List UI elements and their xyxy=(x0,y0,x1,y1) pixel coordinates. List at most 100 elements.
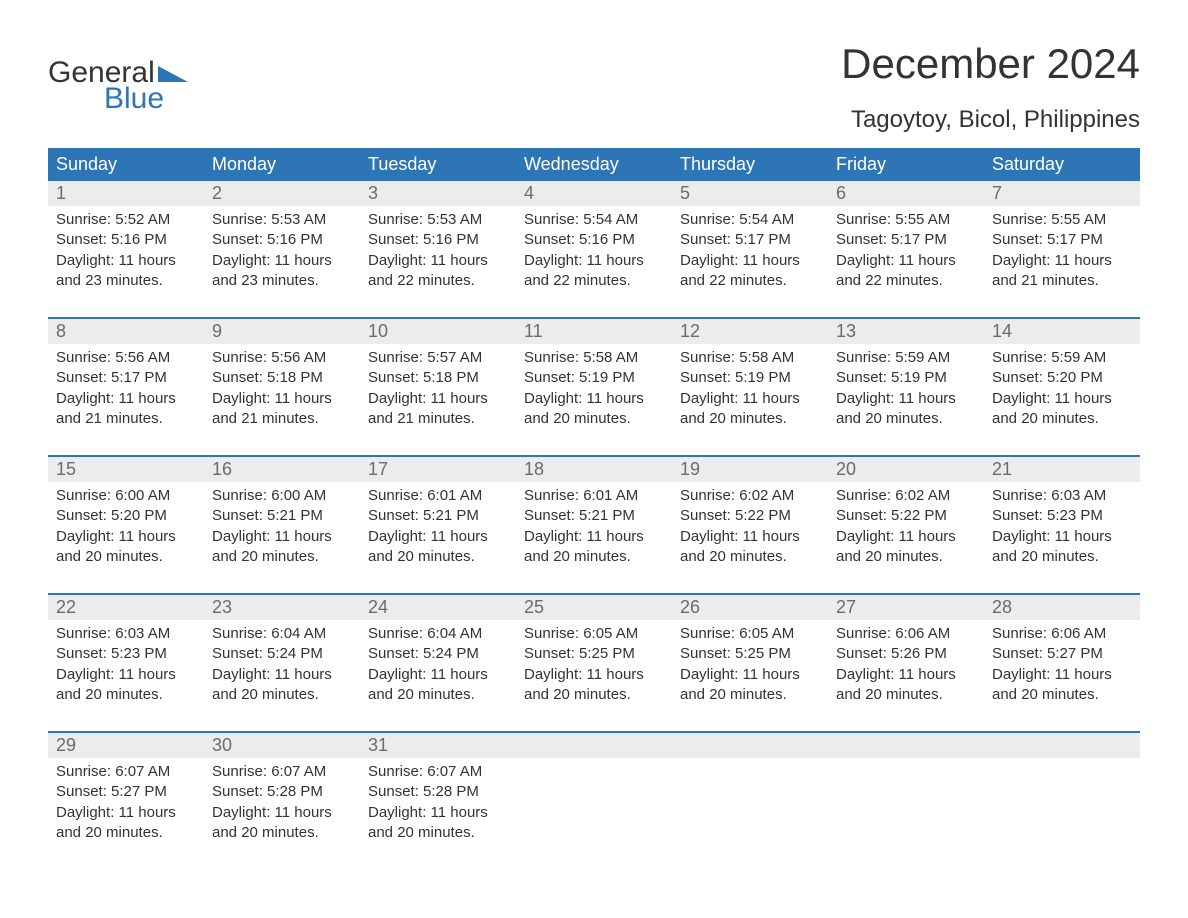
day-content-cell: Sunrise: 6:07 AMSunset: 5:28 PMDaylight:… xyxy=(204,758,360,869)
day-number-cell: 29 xyxy=(48,733,204,758)
day-content-cell: Sunrise: 6:04 AMSunset: 5:24 PMDaylight:… xyxy=(204,620,360,732)
daylight-text: Daylight: 11 hours and 21 minutes. xyxy=(212,389,352,430)
weekday-header: Saturday xyxy=(984,148,1140,181)
sunset-text: Sunset: 5:25 PM xyxy=(524,644,664,664)
day-content-cell: Sunrise: 5:58 AMSunset: 5:19 PMDaylight:… xyxy=(516,344,672,456)
day-content-cell: Sunrise: 5:57 AMSunset: 5:18 PMDaylight:… xyxy=(360,344,516,456)
day-number-cell: 12 xyxy=(672,319,828,344)
day-content-cell: Sunrise: 5:56 AMSunset: 5:17 PMDaylight:… xyxy=(48,344,204,456)
daylight-text: Daylight: 11 hours and 20 minutes. xyxy=(680,665,820,706)
day-content-cell: Sunrise: 6:02 AMSunset: 5:22 PMDaylight:… xyxy=(828,482,984,594)
sunset-text: Sunset: 5:23 PM xyxy=(56,644,196,664)
day-content-cell: Sunrise: 5:54 AMSunset: 5:17 PMDaylight:… xyxy=(672,206,828,318)
day-number-cell: 9 xyxy=(204,319,360,344)
day-content-cell: Sunrise: 6:05 AMSunset: 5:25 PMDaylight:… xyxy=(516,620,672,732)
sunset-text: Sunset: 5:17 PM xyxy=(680,230,820,250)
day-content-cell: Sunrise: 5:55 AMSunset: 5:17 PMDaylight:… xyxy=(984,206,1140,318)
sunset-text: Sunset: 5:25 PM xyxy=(680,644,820,664)
sunset-text: Sunset: 5:16 PM xyxy=(56,230,196,250)
sunrise-text: Sunrise: 6:00 AM xyxy=(56,486,196,506)
day-number-cell: 27 xyxy=(828,595,984,620)
day-number-cell xyxy=(984,733,1140,758)
sunrise-text: Sunrise: 5:52 AM xyxy=(56,210,196,230)
daylight-text: Daylight: 11 hours and 20 minutes. xyxy=(368,803,508,844)
day-number-cell: 17 xyxy=(360,457,516,482)
day-content-cell: Sunrise: 5:54 AMSunset: 5:16 PMDaylight:… xyxy=(516,206,672,318)
location-subtitle: Tagoytoy, Bicol, Philippines xyxy=(841,106,1140,134)
daylight-text: Daylight: 11 hours and 23 minutes. xyxy=(212,251,352,292)
day-content-row: Sunrise: 5:52 AMSunset: 5:16 PMDaylight:… xyxy=(48,206,1140,318)
sunset-text: Sunset: 5:22 PM xyxy=(836,506,976,526)
sunrise-text: Sunrise: 5:53 AM xyxy=(368,210,508,230)
sunrise-text: Sunrise: 5:58 AM xyxy=(680,348,820,368)
sunset-text: Sunset: 5:28 PM xyxy=(212,782,352,802)
daylight-text: Daylight: 11 hours and 22 minutes. xyxy=(368,251,508,292)
day-content-cell: Sunrise: 6:06 AMSunset: 5:26 PMDaylight:… xyxy=(828,620,984,732)
sunset-text: Sunset: 5:20 PM xyxy=(992,368,1132,388)
daylight-text: Daylight: 11 hours and 20 minutes. xyxy=(56,527,196,568)
daylight-text: Daylight: 11 hours and 20 minutes. xyxy=(680,527,820,568)
daylight-text: Daylight: 11 hours and 20 minutes. xyxy=(992,665,1132,706)
sunset-text: Sunset: 5:18 PM xyxy=(368,368,508,388)
day-number-row: 15161718192021 xyxy=(48,457,1140,482)
sunset-text: Sunset: 5:26 PM xyxy=(836,644,976,664)
day-content-cell: Sunrise: 6:00 AMSunset: 5:20 PMDaylight:… xyxy=(48,482,204,594)
daylight-text: Daylight: 11 hours and 20 minutes. xyxy=(836,389,976,430)
sunrise-text: Sunrise: 5:59 AM xyxy=(992,348,1132,368)
sunset-text: Sunset: 5:18 PM xyxy=(212,368,352,388)
day-number-cell: 3 xyxy=(360,181,516,206)
title-block: December 2024 Tagoytoy, Bicol, Philippin… xyxy=(841,40,1140,134)
day-number-cell: 25 xyxy=(516,595,672,620)
day-content-cell: Sunrise: 5:56 AMSunset: 5:18 PMDaylight:… xyxy=(204,344,360,456)
sunrise-text: Sunrise: 6:05 AM xyxy=(524,624,664,644)
weekday-header: Thursday xyxy=(672,148,828,181)
page-title: December 2024 xyxy=(841,40,1140,88)
day-number-cell: 22 xyxy=(48,595,204,620)
weekday-header: Friday xyxy=(828,148,984,181)
sunset-text: Sunset: 5:16 PM xyxy=(368,230,508,250)
day-content-cell xyxy=(828,758,984,869)
weekday-header: Monday xyxy=(204,148,360,181)
sunset-text: Sunset: 5:23 PM xyxy=(992,506,1132,526)
day-number-cell: 20 xyxy=(828,457,984,482)
sunset-text: Sunset: 5:21 PM xyxy=(212,506,352,526)
header: General Blue December 2024 Tagoytoy, Bic… xyxy=(48,40,1140,134)
day-number-cell: 6 xyxy=(828,181,984,206)
day-number-cell: 11 xyxy=(516,319,672,344)
day-content-cell: Sunrise: 5:53 AMSunset: 5:16 PMDaylight:… xyxy=(204,206,360,318)
sunset-text: Sunset: 5:19 PM xyxy=(680,368,820,388)
day-number-cell: 2 xyxy=(204,181,360,206)
sunrise-text: Sunrise: 6:04 AM xyxy=(212,624,352,644)
daylight-text: Daylight: 11 hours and 23 minutes. xyxy=(56,251,196,292)
day-number-cell: 5 xyxy=(672,181,828,206)
day-number-cell: 21 xyxy=(984,457,1140,482)
sunrise-text: Sunrise: 5:55 AM xyxy=(836,210,976,230)
sunset-text: Sunset: 5:24 PM xyxy=(212,644,352,664)
day-content-cell xyxy=(984,758,1140,869)
weekday-header: Tuesday xyxy=(360,148,516,181)
day-content-cell: Sunrise: 6:03 AMSunset: 5:23 PMDaylight:… xyxy=(984,482,1140,594)
day-content-cell: Sunrise: 5:55 AMSunset: 5:17 PMDaylight:… xyxy=(828,206,984,318)
daylight-text: Daylight: 11 hours and 20 minutes. xyxy=(212,527,352,568)
day-number-cell: 23 xyxy=(204,595,360,620)
sunrise-text: Sunrise: 6:03 AM xyxy=(992,486,1132,506)
day-content-row: Sunrise: 6:00 AMSunset: 5:20 PMDaylight:… xyxy=(48,482,1140,594)
daylight-text: Daylight: 11 hours and 21 minutes. xyxy=(368,389,508,430)
daylight-text: Daylight: 11 hours and 20 minutes. xyxy=(836,665,976,706)
sunset-text: Sunset: 5:27 PM xyxy=(992,644,1132,664)
sunset-text: Sunset: 5:28 PM xyxy=(368,782,508,802)
day-content-cell: Sunrise: 6:01 AMSunset: 5:21 PMDaylight:… xyxy=(360,482,516,594)
daylight-text: Daylight: 11 hours and 20 minutes. xyxy=(56,803,196,844)
weekday-header: Sunday xyxy=(48,148,204,181)
day-content-cell: Sunrise: 6:07 AMSunset: 5:27 PMDaylight:… xyxy=(48,758,204,869)
sunset-text: Sunset: 5:27 PM xyxy=(56,782,196,802)
sunrise-text: Sunrise: 5:53 AM xyxy=(212,210,352,230)
day-content-cell: Sunrise: 6:06 AMSunset: 5:27 PMDaylight:… xyxy=(984,620,1140,732)
day-content-row: Sunrise: 6:07 AMSunset: 5:27 PMDaylight:… xyxy=(48,758,1140,869)
day-number-cell: 26 xyxy=(672,595,828,620)
day-content-cell: Sunrise: 6:04 AMSunset: 5:24 PMDaylight:… xyxy=(360,620,516,732)
daylight-text: Daylight: 11 hours and 20 minutes. xyxy=(992,527,1132,568)
sunrise-text: Sunrise: 5:58 AM xyxy=(524,348,664,368)
daylight-text: Daylight: 11 hours and 20 minutes. xyxy=(56,665,196,706)
day-number-row: 22232425262728 xyxy=(48,595,1140,620)
